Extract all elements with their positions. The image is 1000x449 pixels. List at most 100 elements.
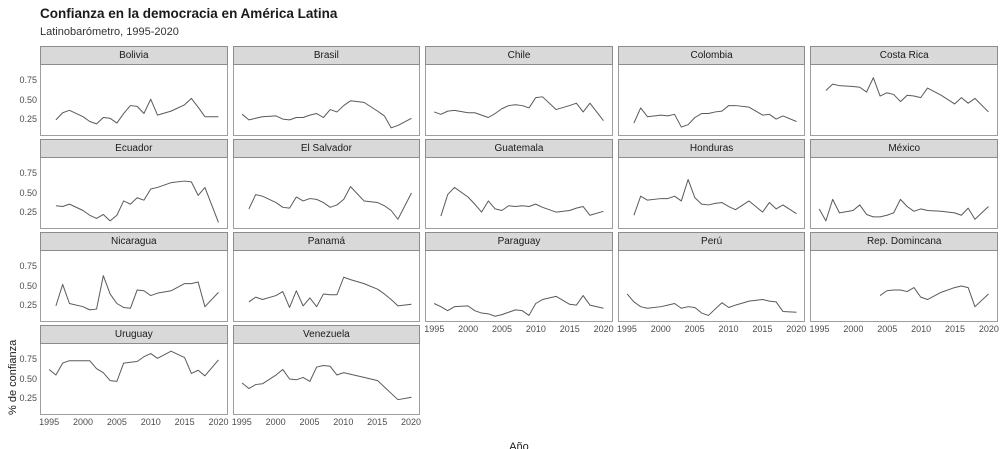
x-tick-label: 1995 — [424, 323, 445, 334]
facet-strip-label: Brasil — [313, 49, 339, 61]
facet-strip-label: Ecuador — [115, 142, 153, 154]
trend-line-guatemala — [441, 187, 604, 216]
facet-strip-label: Honduras — [689, 142, 734, 154]
x-tick-label: 2000 — [72, 416, 93, 427]
facet-strip-label: Guatemala — [494, 142, 544, 154]
facet-plot-venezuela — [234, 344, 420, 414]
facet-plot-ecuador — [41, 158, 227, 228]
trend-line-bolivia — [56, 98, 219, 123]
y-tick-label: 0.50 — [19, 94, 37, 105]
facet-plot-honduras — [619, 158, 805, 228]
y-tick-label: 0.25 — [19, 300, 37, 311]
facet-paraguay: Paraguay 1995 2000 2005 2010 2015 2020 — [424, 231, 614, 334]
facet-nicaragua: Nicaragua 0.75 0.50 0.25 — [19, 231, 228, 322]
facet-plot-costa-rica — [811, 65, 997, 135]
facet-strip-label: Perú — [701, 235, 723, 247]
chart-subtitle: Latinobarómetro, 1995-2020 — [40, 25, 179, 38]
x-tick-label: 1995 — [809, 323, 830, 334]
facet-plot-m-xico — [811, 158, 997, 228]
facet-panel-paraguay: 1995 2000 2005 2010 2015 2020 — [424, 250, 614, 334]
facet-strip-panam: Panamá — [232, 231, 421, 251]
facet-strip-label: Venezuela — [303, 328, 350, 340]
chart-header: Confianza en la democracia en América La… — [0, 0, 1000, 38]
facet-plot-panam — [234, 251, 420, 321]
facet-strip-uruguay: Uruguay — [40, 324, 228, 344]
facet-costa-rica: Costa Rica — [810, 45, 998, 136]
facet-strip-per: Perú — [617, 231, 806, 251]
facet-brasil: Brasil — [232, 45, 421, 136]
trend-line-m-xico — [820, 199, 989, 220]
facet-strip-label: Nicaragua — [111, 235, 157, 247]
facet-rep-domincana: Rep. Domincana 1995 2000 2005 2010 2015 2020 — [810, 231, 999, 334]
x-tick-label: 2005 — [299, 416, 320, 427]
x-tick-label: 2015 — [367, 416, 388, 427]
facet-strip-label: Colombia — [690, 49, 733, 61]
trend-line-chile — [434, 96, 603, 120]
facet-chile: Chile — [425, 45, 613, 136]
x-tick-label: 2015 — [944, 323, 966, 334]
trend-line-per — [627, 293, 796, 314]
x-tick-label: 2010 — [718, 323, 739, 334]
facet-venezuela: Venezuela 1995 2000 2005 2010 2015 2020 — [232, 324, 421, 427]
facet-m-xico: México — [810, 138, 998, 229]
facet-panel-venezuela: 1995 2000 2005 2010 2015 2020 — [232, 343, 421, 427]
x-tick-label: 2020 — [208, 416, 229, 427]
facet-strip-m-xico: México — [810, 138, 998, 158]
facet-panel-chile — [425, 64, 613, 136]
facet-strip-label: Costa Rica — [879, 49, 929, 61]
y-tick-label: 0.75 — [19, 74, 37, 85]
trend-line-costa-rica — [826, 77, 989, 111]
y-tick-label: 0.50 — [19, 280, 37, 291]
facet-panel-m-xico — [810, 157, 998, 229]
facet-panel-colombia — [617, 64, 806, 136]
facet-plot-colombia — [619, 65, 805, 135]
facet-plot-guatemala — [426, 158, 612, 228]
x-tick-label: 2020 — [786, 323, 807, 334]
x-tick-label: 2005 — [877, 323, 898, 334]
facet-strip-label: México — [888, 142, 921, 154]
facet-panel-nicaragua: 0.75 0.50 0.25 — [19, 250, 228, 322]
trend-line-brasil — [242, 100, 411, 127]
facet-strip-rep-domincana: Rep. Domincana — [810, 231, 998, 251]
facet-panel-el-salvador — [232, 157, 421, 229]
y-tick-label: 0.75 — [19, 353, 37, 364]
facet-bolivia: Bolivia 0.75 0.50 0.25 — [19, 45, 228, 136]
chart-area: % de confianza Bolivia 0.75 0.50 0.25 Brasil… — [7, 45, 999, 427]
x-tick-label: 2005 — [684, 323, 705, 334]
x-tick-label: 2020 — [593, 323, 614, 334]
facet-panel-guatemala — [425, 157, 613, 229]
x-tick-label: 2010 — [911, 323, 932, 334]
trend-line-el-salvador — [248, 186, 411, 219]
facet-ecuador: Ecuador 0.75 0.50 0.25 — [19, 138, 228, 229]
trend-line-honduras — [634, 179, 797, 215]
facet-strip-colombia: Colombia — [617, 45, 806, 65]
x-tick-label: 2020 — [401, 416, 422, 427]
x-tick-label: 2015 — [174, 416, 195, 427]
x-tick-label: 2020 — [978, 323, 999, 334]
trend-line-ecuador — [56, 181, 219, 222]
facet-panel-bolivia: 0.75 0.50 0.25 — [19, 64, 228, 136]
facet-grid: Bolivia 0.75 0.50 0.25 Brasil Chile Colombia Co… — [19, 45, 999, 427]
y-tick-label: 0.75 — [19, 167, 37, 178]
x-tick-label: 2000 — [458, 323, 479, 334]
facet-plot-rep-domincana — [811, 251, 997, 321]
x-tick-label: 2000 — [265, 416, 286, 427]
x-tick-label: 1995 — [39, 416, 60, 427]
x-tick-label: 2010 — [333, 416, 354, 427]
facet-panel-costa-rica — [810, 64, 998, 136]
facet-plot-nicaragua — [41, 251, 227, 321]
facet-strip-label: Chile — [507, 49, 531, 61]
facet-plot-el-salvador — [234, 158, 420, 228]
trend-line-rep-domincana — [880, 286, 988, 307]
facet-panel-brasil — [232, 64, 421, 136]
facet-strip-label: Rep. Domincana — [866, 235, 942, 247]
facet-el-salvador: El Salvador — [232, 138, 421, 229]
facet-panel-honduras — [617, 157, 806, 229]
facet-strip-costa-rica: Costa Rica — [810, 45, 998, 65]
chart-title: Confianza en la democracia en América La… — [40, 6, 338, 21]
facet-strip-guatemala: Guatemala — [425, 138, 613, 158]
facet-strip-bolivia: Bolivia — [40, 45, 228, 65]
facet-strip-nicaragua: Nicaragua — [40, 231, 228, 251]
facet-strip-ecuador: Ecuador — [40, 138, 228, 158]
